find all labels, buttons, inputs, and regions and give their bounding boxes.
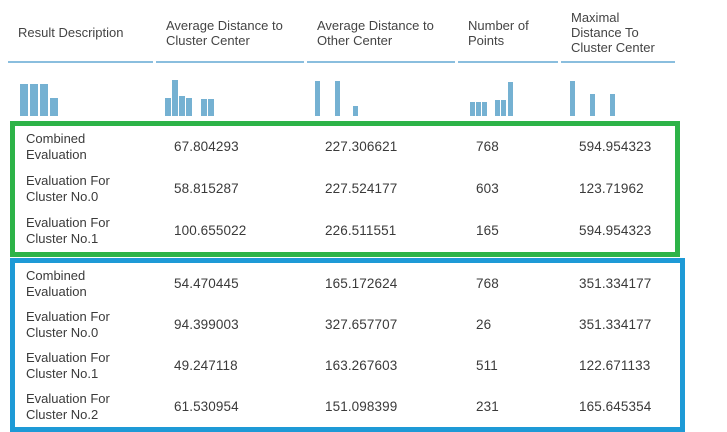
maximal-distance-to-cluster-center-cell: 123.71962 (579, 181, 644, 196)
avg-distance-to-other-center-cell: 151.098399 (325, 398, 398, 414)
table-row: Combined Evaluation 67.804293 227.306621… (16, 126, 675, 168)
maximal-distance-to-cluster-center-cell: 351.334177 (579, 275, 652, 291)
avg-distance-to-cluster-center-cell: 100.655022 (174, 223, 247, 238)
column-header-result-description[interactable]: Result Description (8, 6, 153, 63)
result-description-cell: Evaluation For Cluster No.0 (26, 308, 110, 340)
number-of-points-cell: 511 (476, 357, 498, 373)
avg-distance-to-other-center-cell: 226.511551 (325, 223, 397, 238)
table-row: Evaluation For Cluster No.0 94.399003 32… (16, 304, 680, 345)
histogram-sparkline-avg-distance-to-cluster-center[interactable] (156, 76, 307, 116)
result-description-cell: Evaluation For Cluster No.2 (26, 390, 110, 422)
avg-distance-to-other-center-cell: 227.524177 (325, 181, 398, 196)
maximal-distance-to-cluster-center-cell: 165.645354 (579, 398, 652, 414)
result-description-cell: Combined Evaluation (26, 131, 87, 162)
avg-distance-to-cluster-center-cell: 49.247118 (174, 357, 238, 373)
histogram-sparkline-number-of-points[interactable] (458, 76, 561, 116)
histogram-sparkline-maximal-distance-to-cluster-center[interactable] (561, 76, 678, 116)
number-of-points-cell: 165 (476, 223, 499, 238)
histogram-sparkline-result-description[interactable] (8, 76, 156, 116)
number-of-points-cell: 603 (476, 181, 499, 196)
histogram-sparkline-avg-distance-to-other-center[interactable] (307, 76, 458, 116)
maximal-distance-to-cluster-center-cell: 594.954323 (579, 139, 652, 154)
table-row: Evaluation For Cluster No.1 100.655022 2… (16, 210, 675, 252)
maximal-distance-to-cluster-center-cell: 122.671133 (579, 357, 651, 373)
column-header-avg-distance-to-cluster-center[interactable]: Average Distance to Cluster Center (156, 6, 304, 63)
avg-distance-to-cluster-center-cell: 67.804293 (174, 139, 239, 154)
column-header-avg-distance-to-other-center[interactable]: Average Distance to Other Center (307, 6, 455, 63)
column-header-number-of-points[interactable]: Number of Points (458, 6, 558, 63)
table-row: Evaluation For Cluster No.1 49.247118 16… (16, 345, 680, 386)
number-of-points-cell: 26 (476, 316, 492, 332)
green-highlight-box: Combined Evaluation 67.804293 227.306621… (10, 121, 680, 257)
histogram-thumbnail-row (8, 76, 678, 116)
avg-distance-to-cluster-center-cell: 54.470445 (174, 275, 239, 291)
number-of-points-cell: 768 (476, 275, 499, 291)
table-row: Combined Evaluation 54.470445 165.172624… (16, 263, 680, 304)
avg-distance-to-cluster-center-cell: 61.530954 (174, 398, 239, 414)
avg-distance-to-cluster-center-cell: 58.815287 (174, 181, 239, 196)
blue-highlight-box: Combined Evaluation 54.470445 165.172624… (10, 258, 685, 432)
table-row: Evaluation For Cluster No.0 58.815287 22… (16, 168, 675, 210)
avg-distance-to-other-center-cell: 227.306621 (325, 139, 398, 154)
result-description-cell: Evaluation For Cluster No.1 (26, 349, 110, 381)
result-description-cell: Evaluation For Cluster No.0 (26, 173, 110, 204)
table-header-row: Result Description Average Distance to C… (8, 6, 678, 63)
result-description-cell: Evaluation For Cluster No.1 (26, 215, 110, 246)
table-row: Evaluation For Cluster No.2 61.530954 15… (16, 386, 680, 427)
avg-distance-to-other-center-cell: 327.657707 (325, 316, 398, 332)
cluster-evaluation-results-table: Result Description Average Distance to C… (8, 6, 685, 432)
avg-distance-to-other-center-cell: 165.172624 (325, 275, 398, 291)
result-description-cell: Combined Evaluation (26, 267, 87, 299)
avg-distance-to-cluster-center-cell: 94.399003 (174, 316, 239, 332)
maximal-distance-to-cluster-center-cell: 351.334177 (579, 316, 652, 332)
maximal-distance-to-cluster-center-cell: 594.954323 (579, 223, 652, 238)
column-header-maximal-distance-to-cluster-center[interactable]: Maximal Distance To Cluster Center (561, 6, 675, 63)
number-of-points-cell: 768 (476, 139, 499, 154)
avg-distance-to-other-center-cell: 163.267603 (325, 357, 398, 373)
number-of-points-cell: 231 (476, 398, 499, 414)
